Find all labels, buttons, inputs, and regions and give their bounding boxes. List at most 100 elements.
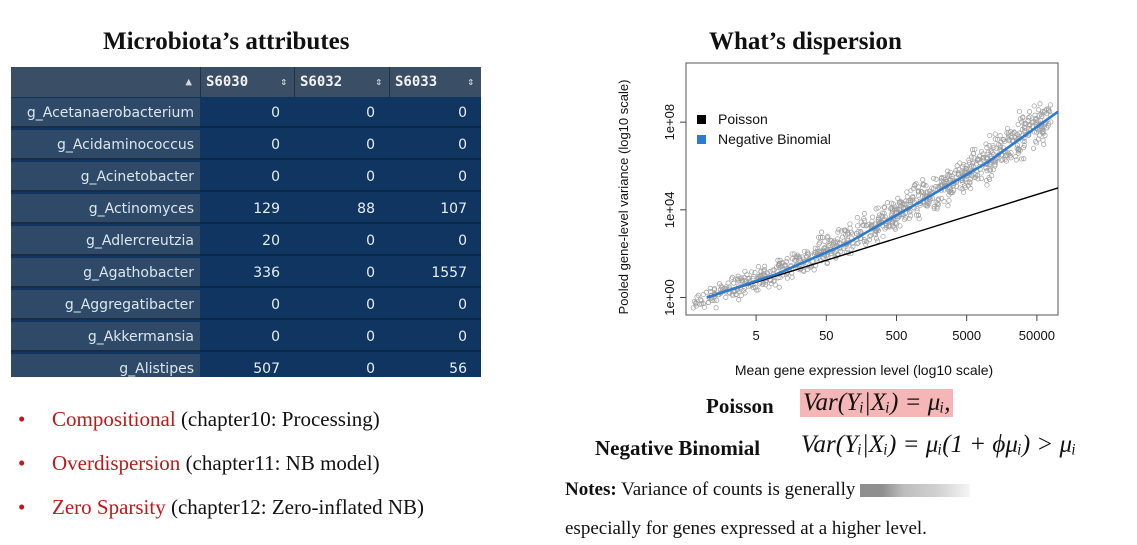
scatter-point xyxy=(806,251,812,257)
scatter-point xyxy=(1039,113,1045,119)
scatter-point xyxy=(869,218,875,224)
scatter-point xyxy=(870,214,876,220)
row-name: g_Aggregatibacter xyxy=(11,290,200,320)
poisson-label: Poisson xyxy=(706,394,774,418)
scatter-point xyxy=(965,183,971,189)
scatter-point xyxy=(1047,109,1053,115)
scatter-point xyxy=(960,189,967,195)
table-cell: 0 xyxy=(458,233,467,249)
scatter-point xyxy=(910,193,916,200)
scatter-point xyxy=(740,278,746,284)
data-table: ▲ S6030 ⇕ S6032 ⇕ S6033 ⇕ g_Acetanaeroba… xyxy=(11,67,481,377)
x-axis-label: Mean gene expression level (log10 scale) xyxy=(735,362,993,378)
scatter-point xyxy=(990,142,996,149)
scatter-point xyxy=(886,223,892,229)
scatter-point xyxy=(975,156,981,162)
scatter-point xyxy=(966,157,972,163)
scatter-point xyxy=(875,238,881,244)
scatter-point xyxy=(854,223,861,229)
scatter-point xyxy=(967,180,973,186)
scatter-point xyxy=(801,248,808,255)
legend-poisson: Poisson xyxy=(718,111,768,127)
sort-icon[interactable]: ⇕ xyxy=(375,75,382,88)
scatter-point xyxy=(1019,119,1025,125)
table-cell: 0 xyxy=(366,169,375,185)
column-header-s6030[interactable]: S6030 ⇕ xyxy=(200,67,295,97)
scatter-point xyxy=(912,183,918,189)
scatter-point xyxy=(984,182,990,188)
table-cell: 20 xyxy=(262,233,280,249)
scatter-point xyxy=(731,280,737,286)
scatter-point xyxy=(1001,137,1007,143)
scatter-point xyxy=(1031,103,1037,109)
scatter-point xyxy=(969,160,976,167)
scatter-point xyxy=(879,213,885,219)
notes-line2: especially for genes expressed at a high… xyxy=(565,518,927,539)
scatter-point xyxy=(838,228,844,234)
column-header-s6032[interactable]: S6032 ⇕ xyxy=(294,67,390,97)
scatter-point xyxy=(1040,109,1046,115)
scatter-point xyxy=(1034,140,1040,146)
table-row xyxy=(200,226,481,256)
sort-up-icon[interactable]: ▲ xyxy=(185,75,192,88)
scatter-point xyxy=(693,303,699,309)
scatter-point xyxy=(908,187,914,194)
scatter-point xyxy=(963,163,969,169)
bullet-overdispersion: • Overdispersion (chapter11: NB model) xyxy=(18,451,380,475)
scatter-point xyxy=(972,146,978,152)
table-cell: 336 xyxy=(253,265,280,281)
sort-icon[interactable]: ⇕ xyxy=(280,75,287,88)
scatter-point xyxy=(713,305,719,311)
scatter-point xyxy=(779,260,785,267)
scatter-point xyxy=(814,249,820,255)
scatter-point xyxy=(914,206,920,212)
scatter-point xyxy=(980,151,986,157)
scatter-point xyxy=(761,266,768,273)
scatter-point xyxy=(699,301,705,307)
scatter-point xyxy=(915,189,921,195)
table-cell: 0 xyxy=(458,105,467,121)
scatter-point xyxy=(1046,120,1052,127)
column-header-s6033[interactable]: S6033 ⇕ xyxy=(389,67,481,97)
sort-icon[interactable]: ⇕ xyxy=(467,75,474,88)
scatter-point xyxy=(945,186,951,193)
table-cell: 0 xyxy=(271,297,280,313)
scatter-point xyxy=(777,264,783,271)
scatter-point xyxy=(1014,142,1020,148)
scatter-point xyxy=(789,256,795,262)
legend-swatch-nb xyxy=(697,135,706,144)
scatter-point xyxy=(834,239,840,245)
scatter-point xyxy=(740,288,746,294)
scatter-point xyxy=(897,199,903,205)
y-axis-label: Pooled gene-level variance (log10 scale) xyxy=(616,80,631,315)
scatter-point xyxy=(793,255,799,261)
scatter-point xyxy=(946,197,952,204)
scatter-point xyxy=(934,206,940,212)
scatter-point xyxy=(789,274,795,280)
scatter-point xyxy=(979,175,985,181)
scatter-point xyxy=(918,189,924,195)
table-cell: 56 xyxy=(449,361,467,377)
scatter-point xyxy=(983,165,989,171)
scatter-point xyxy=(698,298,704,304)
scatter-point xyxy=(858,228,864,235)
y-tick-label: 1e+08 xyxy=(662,104,677,141)
y-tick-label: 1e+00 xyxy=(662,279,677,316)
scatter-point xyxy=(880,214,886,220)
x-tick-label: 5 xyxy=(752,328,759,343)
scatter-point xyxy=(933,199,939,205)
rowname-header[interactable]: ▲ xyxy=(11,67,200,97)
table-cell: 0 xyxy=(458,169,467,185)
table-header: ▲ S6030 ⇕ S6032 ⇕ S6033 ⇕ xyxy=(11,67,481,97)
plot-frame xyxy=(685,62,1059,316)
scatter-point xyxy=(1030,145,1037,151)
scatter-point xyxy=(728,276,734,282)
scatter-point xyxy=(847,225,853,231)
legend: Poisson Negative Binomial xyxy=(697,111,831,147)
legend-swatch-poisson xyxy=(697,115,706,124)
y-tick-label: 1e+04 xyxy=(662,192,677,229)
table-cell: 0 xyxy=(458,329,467,345)
right-title: What’s dispersion xyxy=(709,28,902,55)
scatter-point xyxy=(736,297,742,303)
scatter-point xyxy=(945,168,951,174)
